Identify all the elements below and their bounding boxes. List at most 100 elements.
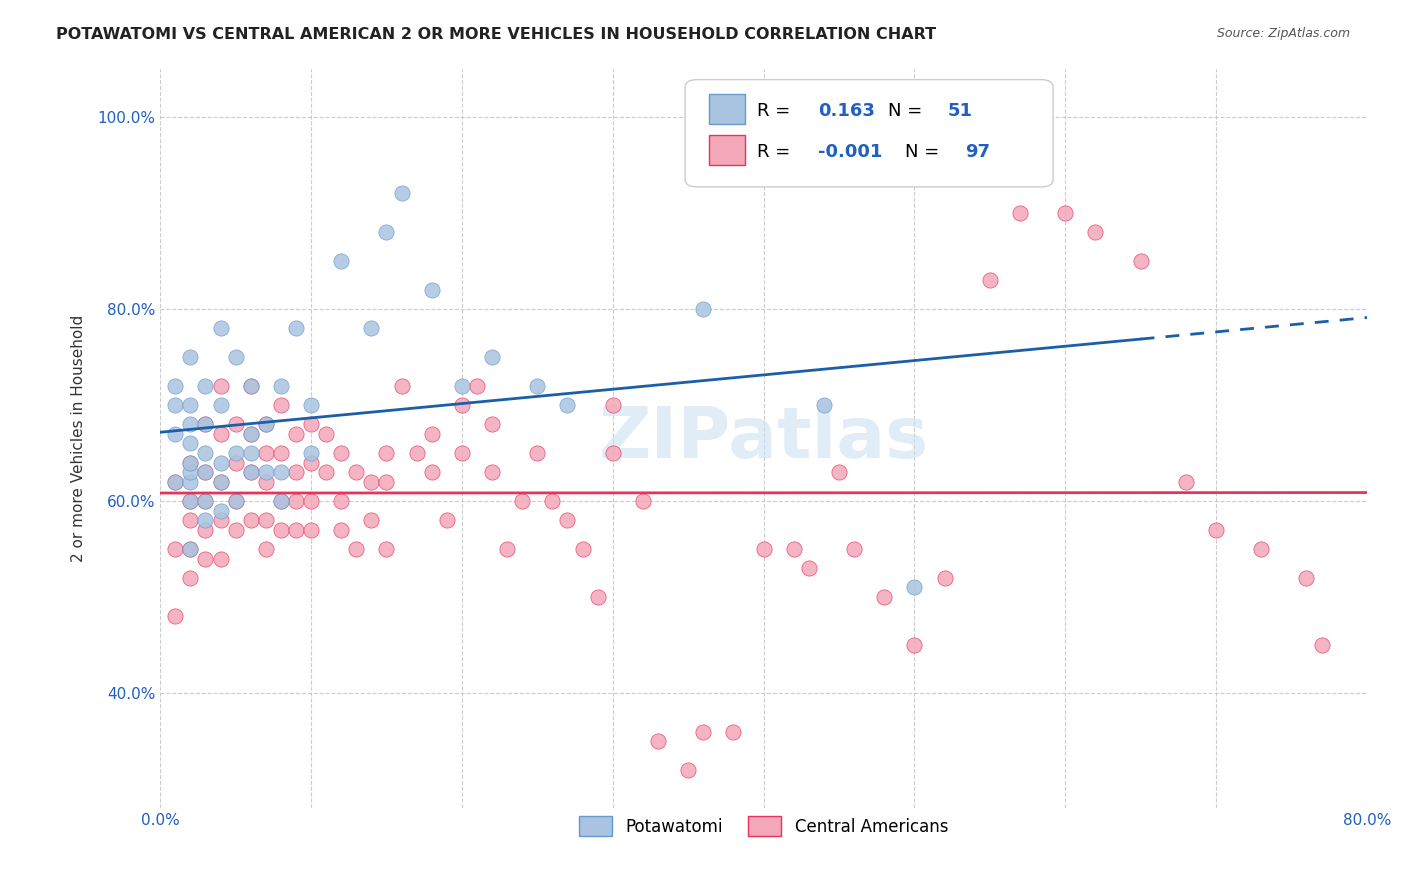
Point (420, 465, 443, 479)
Point (254, 446, 277, 460)
Point (254, 465, 277, 479)
Point (165, 398, 187, 412)
Point (165, 426, 187, 441)
Point (299, 494, 322, 508)
Point (270, 446, 292, 460)
Point (254, 513, 277, 527)
Point (797, 561, 820, 575)
Text: 97: 97 (965, 143, 990, 161)
Point (194, 523, 217, 537)
Point (647, 734, 669, 748)
FancyBboxPatch shape (685, 79, 1053, 187)
Point (526, 446, 548, 460)
Point (225, 494, 247, 508)
Point (299, 446, 322, 460)
Point (842, 541, 865, 556)
Text: ZIPatlas: ZIPatlas (599, 404, 928, 473)
Text: N =: N = (904, 143, 945, 161)
Point (194, 513, 217, 527)
Point (225, 350, 247, 364)
Point (405, 446, 427, 460)
Point (481, 350, 503, 364)
Point (481, 465, 503, 479)
Point (179, 475, 201, 489)
Point (179, 456, 201, 470)
Point (496, 541, 519, 556)
Point (1205, 523, 1227, 537)
Text: R =: R = (758, 102, 796, 120)
Point (676, 763, 699, 777)
Point (315, 426, 337, 441)
Text: 0.163: 0.163 (818, 102, 875, 120)
Point (284, 426, 307, 441)
Point (209, 513, 232, 527)
Point (254, 541, 277, 556)
Point (284, 465, 307, 479)
Point (179, 398, 201, 412)
Point (541, 494, 564, 508)
Point (239, 513, 262, 527)
Point (510, 494, 533, 508)
Point (1008, 205, 1031, 219)
Point (194, 465, 217, 479)
Point (194, 494, 217, 508)
Point (254, 417, 277, 431)
Point (315, 465, 337, 479)
Point (571, 541, 593, 556)
Point (179, 541, 201, 556)
Point (344, 465, 367, 479)
Point (526, 378, 548, 392)
Point (1129, 253, 1152, 268)
Point (1250, 541, 1272, 556)
Point (420, 283, 443, 297)
Point (239, 465, 262, 479)
Point (330, 253, 353, 268)
Text: 51: 51 (948, 102, 973, 120)
Point (209, 475, 232, 489)
Point (225, 456, 247, 470)
Point (209, 475, 232, 489)
Point (692, 301, 714, 316)
Point (179, 465, 201, 479)
Point (752, 541, 775, 556)
Point (225, 446, 247, 460)
Point (194, 417, 217, 431)
Point (360, 321, 382, 335)
Point (194, 494, 217, 508)
Point (209, 398, 232, 412)
Point (330, 523, 353, 537)
Point (284, 523, 307, 537)
Text: POTAWATOMI VS CENTRAL AMERICAN 2 OR MORE VEHICLES IN HOUSEHOLD CORRELATION CHART: POTAWATOMI VS CENTRAL AMERICAN 2 OR MORE… (56, 27, 936, 42)
Point (391, 378, 413, 392)
Point (450, 446, 472, 460)
Point (375, 446, 398, 460)
Point (375, 541, 398, 556)
Point (225, 523, 247, 537)
Point (165, 378, 187, 392)
Point (782, 541, 804, 556)
Point (299, 417, 322, 431)
Point (239, 426, 262, 441)
Point (1084, 225, 1107, 239)
Point (299, 523, 322, 537)
Point (270, 494, 292, 508)
Point (1295, 571, 1317, 585)
Point (239, 465, 262, 479)
Point (209, 456, 232, 470)
Point (631, 494, 654, 508)
Point (557, 513, 579, 527)
Point (979, 273, 1001, 287)
Point (239, 426, 262, 441)
Point (299, 456, 322, 470)
Point (165, 541, 187, 556)
FancyBboxPatch shape (709, 95, 745, 124)
Point (330, 446, 353, 460)
Point (165, 609, 187, 624)
Point (450, 398, 472, 412)
Point (270, 494, 292, 508)
Point (254, 475, 277, 489)
Point (209, 551, 232, 566)
Point (179, 494, 201, 508)
Point (165, 475, 187, 489)
Point (194, 551, 217, 566)
